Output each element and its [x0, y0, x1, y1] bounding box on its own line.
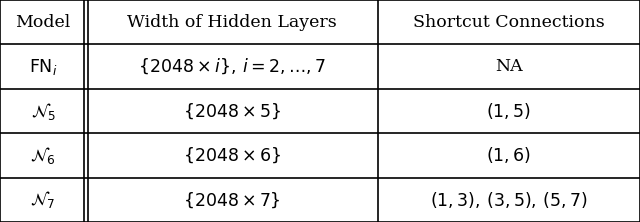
Text: Shortcut Connections: Shortcut Connections	[413, 14, 605, 31]
Text: $\mathcal{N}_7$: $\mathcal{N}_7$	[31, 189, 56, 210]
Text: $\mathrm{FN}_i$: $\mathrm{FN}_i$	[29, 57, 58, 77]
Text: $(1,3),\,(3,5),\,(5,7)$: $(1,3),\,(3,5),\,(5,7)$	[430, 190, 588, 210]
Text: Model: Model	[15, 14, 71, 31]
Text: $(1,6)$: $(1,6)$	[486, 145, 531, 165]
Text: Width of Hidden Layers: Width of Hidden Layers	[127, 14, 337, 31]
Text: $\mathcal{N}_6$: $\mathcal{N}_6$	[30, 145, 56, 166]
Text: $\mathcal{N}_5$: $\mathcal{N}_5$	[31, 101, 56, 121]
Text: $\{2048 \times 7\}$: $\{2048 \times 7\}$	[183, 190, 281, 210]
Text: NA: NA	[495, 58, 523, 75]
Text: $\{2048 \times i\},\, i = 2,\ldots,7$: $\{2048 \times i\},\, i = 2,\ldots,7$	[138, 57, 326, 76]
Text: $\{2048 \times 5\}$: $\{2048 \times 5\}$	[183, 101, 281, 121]
Text: $(1,5)$: $(1,5)$	[486, 101, 531, 121]
Text: $\{2048 \times 6\}$: $\{2048 \times 6\}$	[183, 146, 281, 165]
